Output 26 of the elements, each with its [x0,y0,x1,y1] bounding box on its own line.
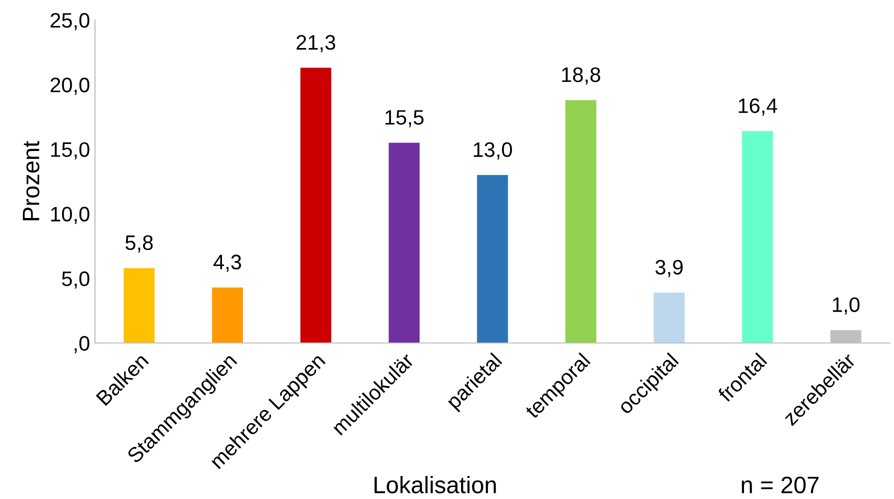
bar [124,268,155,343]
y-tick-label: ,0 [74,336,90,354]
data-label: 18,8 [562,67,600,85]
y-tick-label: 20,0 [50,78,90,95]
data-label: 1,0 [832,297,860,315]
data-label: 4,3 [214,254,242,272]
data-label: 16,4 [738,98,778,116]
y-tick-label: 25,0 [50,13,90,30]
bar [477,175,508,343]
text: n = 207 [742,476,819,494]
data-label: 3,9 [655,260,683,278]
bar [388,142,420,343]
data-label: 15,5 [385,110,424,128]
data-label: 13,0 [474,142,512,160]
bar [212,287,243,343]
x-axis-title: Lokalisation [374,476,496,494]
bar [742,131,773,343]
data-label: 21,3 [296,35,336,52]
bar [565,100,596,343]
y-axis-title: Prozent [22,140,40,220]
bar [300,68,332,343]
y-tick-label: 15,0 [51,142,90,160]
bar [654,292,685,343]
data-label: 5,8 [126,235,153,253]
y-tick-label: 10,0 [51,206,90,224]
y-tick-label: 5,0 [62,271,90,289]
